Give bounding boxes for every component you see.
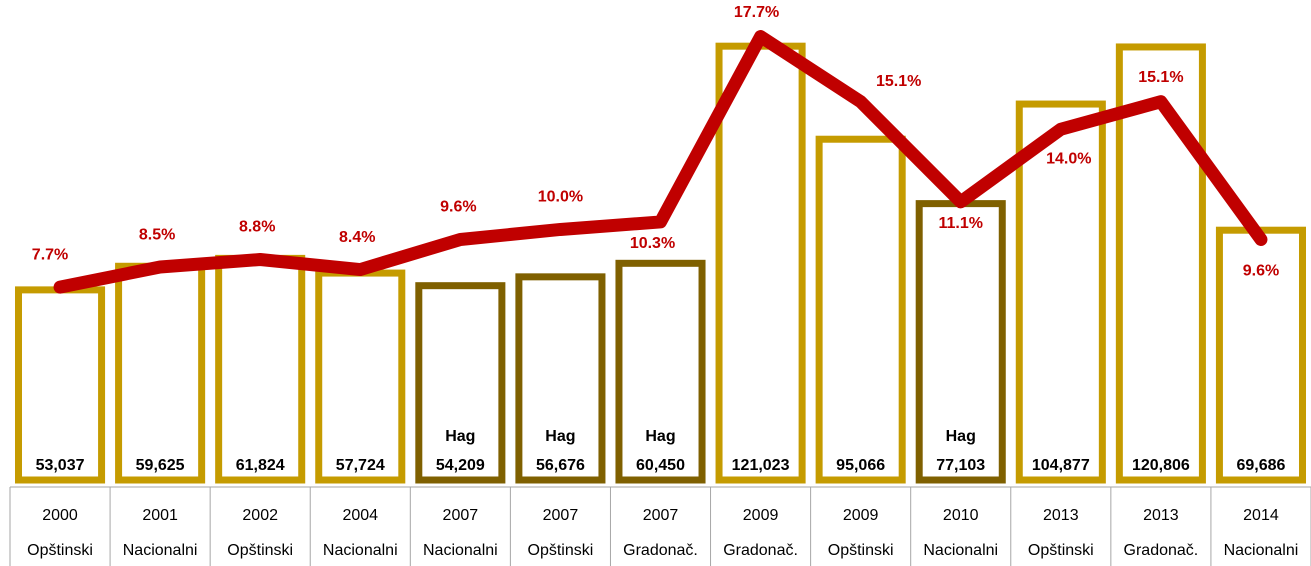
bar-value-label: 95,066 xyxy=(836,457,885,474)
x-tick-label: 2013 xyxy=(1043,507,1079,524)
bar-value-label: 69,686 xyxy=(1236,457,1285,474)
bar xyxy=(715,42,806,484)
x-tick-label: 2013 xyxy=(1143,507,1179,524)
x-group-label: Opštinski xyxy=(1028,542,1094,559)
line-value-label: 10.3% xyxy=(630,235,675,252)
bar-value-label: 61,824 xyxy=(236,457,285,474)
bar xyxy=(615,259,706,484)
bar-value-label: 77,103 xyxy=(936,457,985,474)
x-tick-label: 2009 xyxy=(843,507,879,524)
x-group-label: Opštinski xyxy=(227,542,293,559)
line-value-label: 9.6% xyxy=(1243,263,1279,280)
x-tick-label: 2001 xyxy=(142,507,178,524)
x-tick-label: 2004 xyxy=(342,507,378,524)
line-value-label: 15.1% xyxy=(876,73,921,90)
bar-value-label: 53,037 xyxy=(36,457,85,474)
x-tick-label: 2010 xyxy=(943,507,979,524)
x-tick-label: 2007 xyxy=(443,507,479,524)
x-tick-label: 2007 xyxy=(643,507,679,524)
x-group-label: Gradonač. xyxy=(723,542,798,559)
bar xyxy=(515,273,606,484)
bar-annotation: Hag xyxy=(445,428,475,445)
x-tick-label: 2000 xyxy=(42,507,78,524)
bar-value-label: 57,724 xyxy=(336,457,385,474)
bar-value-label: 56,676 xyxy=(536,457,585,474)
bar-value-label: 60,450 xyxy=(636,457,685,474)
line-value-label: 7.7% xyxy=(32,246,68,263)
x-tick-label: 2007 xyxy=(543,507,579,524)
line-value-label: 10.0% xyxy=(538,189,583,206)
bar-value-label: 120,806 xyxy=(1132,457,1190,474)
line-value-label: 8.4% xyxy=(339,229,375,246)
bar-annotation: Hag xyxy=(645,428,675,445)
bar xyxy=(1015,100,1106,484)
x-group-label: Nacionalni xyxy=(1224,542,1299,559)
bar-value-label: 104,877 xyxy=(1032,457,1090,474)
bar xyxy=(215,254,306,484)
x-group-label: Gradonač. xyxy=(623,542,698,559)
bar xyxy=(1215,226,1306,484)
bar xyxy=(415,282,506,484)
line-value-label: 17.7% xyxy=(734,4,779,21)
line-value-label: 8.5% xyxy=(139,226,175,243)
bar-value-label: 59,625 xyxy=(136,457,185,474)
line-value-label: 15.1% xyxy=(1138,69,1183,86)
bar-annotation: Hag xyxy=(946,428,976,445)
line-value-label: 11.1% xyxy=(938,215,982,232)
bar xyxy=(15,286,106,484)
line-value-label: 9.6% xyxy=(440,199,476,216)
x-group-label: Nacionalni xyxy=(123,542,198,559)
bar-annotation: Hag xyxy=(545,428,575,445)
bar xyxy=(115,262,206,484)
bar-value-label: 54,209 xyxy=(436,457,485,474)
x-group-label: Nacionalni xyxy=(323,542,398,559)
bar-value-label: 121,023 xyxy=(732,457,790,474)
bar xyxy=(915,200,1006,484)
line-value-label: 14.0% xyxy=(1046,150,1091,167)
x-group-label: Opštinski xyxy=(27,542,93,559)
x-group-label: Opštinski xyxy=(528,542,594,559)
bar xyxy=(1115,43,1206,484)
line xyxy=(53,30,1268,294)
x-group-label: Nacionalni xyxy=(423,542,498,559)
x-tick-label: 2014 xyxy=(1243,507,1279,524)
line-value-label: 8.8% xyxy=(239,219,275,236)
x-group-label: Gradonač. xyxy=(1124,542,1199,559)
bar xyxy=(815,135,906,484)
x-group-label: Nacionalni xyxy=(923,542,998,559)
x-tick-label: 2002 xyxy=(242,507,278,524)
x-tick-label: 2009 xyxy=(743,507,779,524)
x-group-label: Opštinski xyxy=(828,542,894,559)
bar xyxy=(315,269,406,484)
